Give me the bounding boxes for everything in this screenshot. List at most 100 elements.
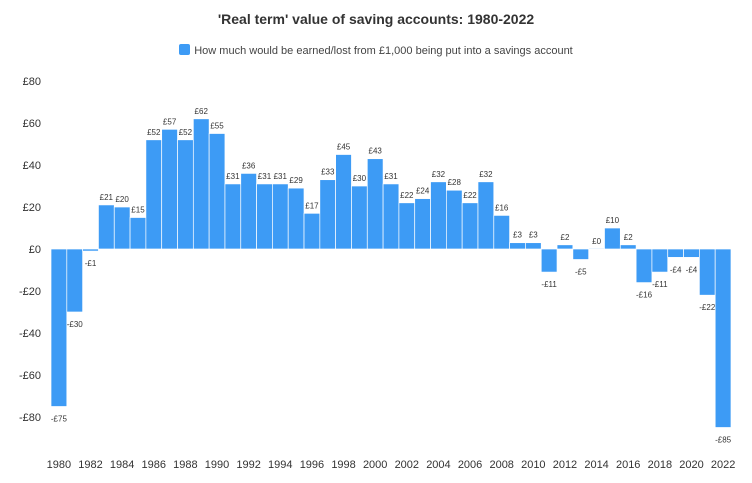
data-label: £55 [210,122,224,131]
data-label: £31 [274,172,288,181]
x-tick-label: 2000 [363,459,387,471]
x-tick-label: 1982 [78,459,102,471]
bar [240,173,257,250]
data-label: £31 [258,172,272,181]
data-label: £24 [416,187,430,196]
bar [66,248,83,313]
x-tick-label: 1984 [110,459,134,471]
x-tick-label: 2014 [584,459,608,471]
x-tick-label: 1994 [268,459,292,471]
data-label: £22 [400,191,414,200]
bar [414,198,431,250]
data-label: £10 [606,216,620,225]
data-label: £32 [432,170,446,179]
data-label: £43 [369,147,383,156]
bar [382,183,400,250]
bar [572,248,590,260]
x-tick-label: 2020 [679,459,703,471]
legend[interactable]: How much would be earned/lost from £1,00… [0,44,752,57]
data-label: -£16 [636,291,653,300]
x-tick-label: 2008 [489,459,513,471]
data-label: -£75 [51,415,68,424]
data-label: £16 [495,203,509,212]
bar [129,217,147,250]
y-tick-label: £0 [29,244,41,256]
bar [651,248,669,273]
data-label: £52 [147,128,161,137]
data-label: -£5 [575,268,587,277]
bar [445,189,463,250]
data-label: -£30 [67,320,84,329]
data-label: £45 [337,143,351,152]
x-tick-label: 2006 [458,459,482,471]
y-tick-label: -£60 [19,370,41,382]
bar [224,183,242,250]
bar [667,248,684,258]
bar [556,244,574,250]
data-label: £36 [242,161,256,170]
data-label: £20 [115,195,129,204]
bar [319,179,337,250]
x-tick-label: 1988 [173,459,197,471]
bar [398,202,416,250]
bar [477,181,495,250]
bar [683,248,700,258]
bar [635,248,653,283]
data-label: £28 [448,178,462,187]
x-tick-label: 2016 [616,459,640,471]
data-label: £29 [289,176,303,185]
bar [192,118,210,250]
data-label: £33 [321,168,335,177]
bar [287,187,305,250]
data-label: £32 [479,170,493,179]
data-label: £52 [179,128,193,137]
y-tick-label: -£80 [19,412,41,424]
data-label: £31 [226,172,240,181]
bar [256,183,273,250]
x-tick-label: 1980 [47,459,71,471]
bar [714,248,732,428]
bar [619,244,637,250]
data-label: £22 [463,191,477,200]
data-label: £0 [592,237,601,246]
x-tick-label: 1998 [331,459,355,471]
data-label: -£11 [652,280,668,289]
bar [335,154,352,250]
data-label: -£1 [85,259,97,268]
chart-title: 'Real term' value of saving accounts: 19… [217,11,535,27]
x-tick-label: 2002 [395,459,419,471]
bar [366,158,384,250]
bar [540,248,558,273]
data-label: -£85 [715,436,732,445]
bar [208,133,226,250]
bar [493,215,510,250]
data-label: -£4 [686,265,698,274]
bar [177,139,194,250]
bar [699,248,716,296]
data-label: -£11 [541,280,557,289]
bar [272,183,289,250]
y-tick-label: £60 [23,118,41,130]
legend-label: How much would be earned/lost from £1,00… [194,45,573,57]
data-label: £2 [624,233,633,242]
data-label: £62 [195,107,209,116]
x-tick-label: 2010 [521,459,545,471]
bar [509,242,526,250]
x-tick-label: 1986 [142,459,166,471]
x-tick-label: 2018 [648,459,672,471]
x-tick-label: 1990 [205,459,229,471]
bar [50,248,68,407]
data-label: £3 [529,231,538,240]
bar [113,206,131,250]
bar [98,204,115,250]
data-label: £30 [353,174,367,183]
data-label: £21 [100,193,114,202]
y-tick-label: £40 [23,160,41,172]
data-label: £17 [305,201,319,210]
data-label: £57 [163,117,177,126]
y-tick-label: £20 [23,202,41,214]
bar [82,248,99,252]
x-tick-label: 1992 [236,459,260,471]
bar [525,242,542,250]
